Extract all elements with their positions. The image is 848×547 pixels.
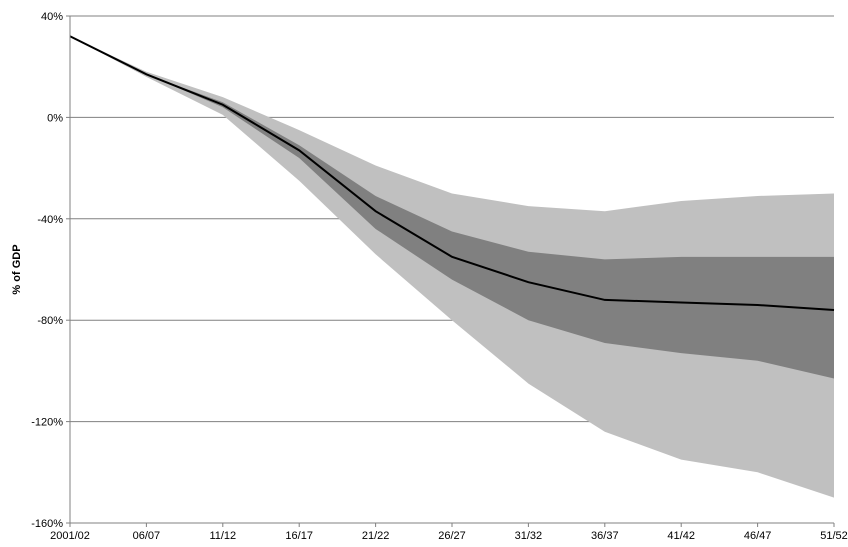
x-tick-label: 26/27: [438, 530, 466, 542]
y-tick-label: -160%: [31, 518, 63, 530]
inner-band: [70, 36, 834, 379]
x-tick-label: 21/22: [362, 530, 390, 542]
axes: [66, 15, 835, 527]
fan-bands: [70, 36, 834, 498]
x-tick-label: 36/37: [591, 530, 619, 542]
tick-labels: 40% 0% -40% -80% -120% -160%2001/02 06/07 11/12…: [31, 11, 848, 542]
y-tick-label: 0%: [47, 112, 63, 124]
x-tick-label: 31/32: [515, 530, 543, 542]
y-tick-label: -40%: [37, 214, 63, 226]
x-tick-label: 41/42: [667, 530, 695, 542]
x-tick-label: 51/52: [820, 530, 848, 542]
y-tick-label: -80%: [37, 315, 63, 327]
x-tick-label: 46/47: [744, 530, 772, 542]
y-tick-label: -120%: [31, 417, 63, 429]
x-tick-label: 11/12: [209, 530, 236, 542]
y-axis-label: % of GDP: [11, 244, 23, 294]
x-tick-label: 06/07: [133, 530, 161, 542]
y-tick-label: 40%: [41, 11, 63, 23]
x-tick-label: 16/17: [285, 530, 313, 542]
central-projection-layer: [69, 35, 835, 312]
x-tick-label: 2001/02: [50, 530, 90, 542]
